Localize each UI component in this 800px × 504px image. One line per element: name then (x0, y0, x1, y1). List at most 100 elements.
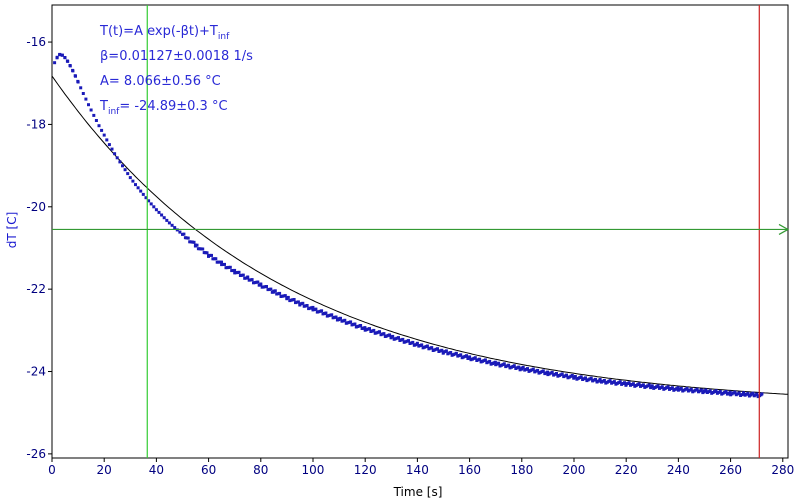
data-point (121, 164, 124, 168)
data-point (454, 351, 458, 355)
data-point (420, 343, 424, 347)
data-point (478, 357, 482, 361)
data-point (724, 390, 728, 393)
data-point (55, 55, 59, 59)
x-tick-label: 120 (354, 463, 377, 477)
data-point (546, 370, 550, 374)
fit-annotation: A= 8.066±0.56 °C (100, 74, 221, 89)
data-point (147, 199, 151, 203)
data-point (334, 315, 338, 319)
x-tick-label: 40 (149, 463, 164, 477)
axis-ticks: 0 20 40 60 80 100 120 140 160 180 200 220 240 260 280 -… (26, 35, 794, 477)
data-point (459, 353, 463, 357)
data-point (89, 108, 93, 112)
data-point (631, 382, 635, 386)
data-point (311, 305, 315, 309)
data-point (250, 278, 254, 282)
data-point (126, 172, 130, 176)
data-point (444, 349, 448, 353)
data-point (92, 113, 96, 117)
data-point (102, 133, 106, 137)
data-point (87, 103, 90, 107)
y-tick-label: -26 (26, 447, 46, 461)
data-point (128, 176, 132, 180)
data-point (53, 61, 57, 65)
data-point (259, 282, 263, 286)
data-point (273, 289, 277, 293)
data-point (186, 236, 190, 240)
data-point (637, 382, 641, 386)
data-point (118, 160, 122, 164)
data-point (68, 64, 72, 68)
annotation-subscript: inf (218, 32, 230, 42)
data-point (714, 389, 718, 393)
data-point (612, 380, 616, 384)
data-point (157, 210, 161, 214)
data-point (584, 376, 587, 380)
data-point (269, 287, 273, 291)
data-point (517, 365, 521, 369)
data-point (228, 265, 232, 269)
data-point (220, 260, 223, 264)
data-point (320, 309, 324, 313)
x-tick-label: 220 (615, 463, 638, 477)
data-point (650, 384, 654, 388)
data-point (755, 392, 759, 396)
data-point (391, 334, 395, 338)
data-point (397, 336, 400, 340)
x-tick-label: 160 (458, 463, 481, 477)
x-tick-label: 260 (719, 463, 742, 477)
data-point (407, 339, 410, 343)
data-point (76, 80, 80, 84)
data-point (449, 351, 453, 354)
x-tick-label: 140 (406, 463, 429, 477)
data-point (74, 74, 77, 78)
annotation-subscript: inf (108, 107, 120, 117)
data-point (105, 138, 109, 142)
data-point (733, 390, 737, 394)
data-point (589, 376, 593, 380)
data-point (71, 69, 75, 73)
y-tick-label: -24 (26, 365, 46, 379)
data-point (314, 307, 318, 311)
data-point (526, 367, 529, 371)
data-point (507, 363, 511, 367)
data-point (339, 316, 342, 320)
data-points-group (53, 52, 764, 399)
data-point (107, 143, 111, 147)
data-point (296, 300, 300, 304)
data-point (154, 208, 158, 212)
data-point (223, 262, 226, 266)
data-point (473, 356, 477, 360)
data-point (555, 372, 558, 375)
data-point (618, 380, 622, 384)
data-point (63, 56, 67, 60)
data-point (718, 390, 722, 393)
fit-annotation: Tinf= -24.89±0.3 °C (99, 99, 228, 117)
fit-curve-group (51, 75, 789, 395)
data-point (685, 386, 689, 390)
y-tick-label: -18 (26, 117, 46, 131)
data-point (178, 230, 182, 234)
annotation-text-after: = -24.89±0.3 °C (119, 99, 227, 114)
y-axis-title: dT [C] (5, 212, 19, 249)
data-point (84, 97, 88, 101)
data-point (152, 205, 156, 209)
data-point (214, 257, 218, 261)
data-point (278, 291, 282, 295)
data-point (201, 247, 205, 251)
data-point (131, 179, 135, 183)
x-tick-label: 20 (97, 463, 112, 477)
data-point (493, 360, 497, 364)
data-point (594, 377, 597, 381)
data-point (160, 213, 164, 217)
data-point (679, 387, 683, 390)
data-point (97, 124, 101, 128)
data-point (415, 341, 419, 345)
x-tick-label: 200 (563, 463, 586, 477)
x-tick-label: 180 (510, 463, 533, 477)
data-point (343, 318, 347, 322)
data-point (689, 387, 693, 391)
data-point (136, 186, 140, 190)
